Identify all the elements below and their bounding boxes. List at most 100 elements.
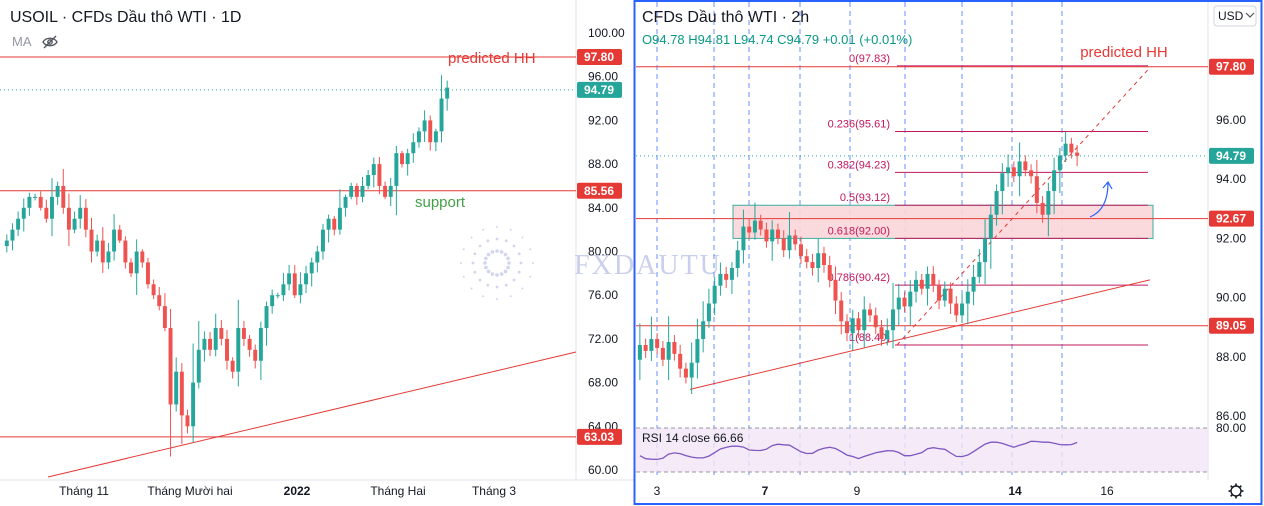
left-candle <box>349 185 354 197</box>
watermark-dot <box>496 226 498 228</box>
right-fib-label: 1(88.40) <box>849 332 890 344</box>
left-candle <box>168 327 173 405</box>
right-candle <box>798 244 803 257</box>
right-candle <box>649 339 654 351</box>
right-candle <box>637 344 642 360</box>
right-candle <box>960 303 965 316</box>
right-candle <box>821 253 826 266</box>
left-candle <box>264 306 269 328</box>
left-candle <box>61 185 66 208</box>
right-price-tag-text: 89.05 <box>1216 319 1246 333</box>
right-price-tick: 94.00 <box>1216 172 1246 186</box>
left-candle <box>230 360 235 372</box>
watermark-dot <box>509 295 512 298</box>
watermark-dot <box>504 283 508 287</box>
left-candle <box>129 262 134 274</box>
left-trendline <box>47 351 577 478</box>
left-candle <box>360 185 365 197</box>
left-candle <box>320 229 325 252</box>
left-candle <box>112 229 117 252</box>
watermark-dot <box>473 252 477 256</box>
watermark-dot <box>483 261 487 265</box>
right-fib-label: 0.786(90.42) <box>828 272 890 284</box>
right-price-tag <box>1209 147 1254 164</box>
right-candle <box>718 273 723 286</box>
right-candle <box>672 342 677 354</box>
left-candle <box>281 284 286 296</box>
left-candle <box>16 218 21 230</box>
left-price-tag-text: 97.80 <box>584 50 614 64</box>
right-candle <box>983 238 988 263</box>
right-price-tag <box>1209 58 1254 75</box>
left-candle <box>309 262 314 274</box>
left-candle <box>433 131 438 143</box>
left-candle <box>44 207 49 219</box>
right-symbol-title: CFDs Dầu thô WTI · 2h <box>642 9 809 26</box>
left-candle <box>78 207 83 219</box>
right-candle <box>775 229 780 239</box>
right-price-tick: 86.00 <box>1216 409 1246 423</box>
right-candle <box>712 285 717 304</box>
right-candle <box>735 250 740 268</box>
right-candle <box>804 256 809 263</box>
right-candle <box>914 279 919 292</box>
left-time-label: 2022 <box>284 484 311 498</box>
left-candle <box>287 273 292 285</box>
right-candle <box>706 303 711 322</box>
right-candle <box>994 191 999 215</box>
right-candle <box>988 214 993 239</box>
left-candle <box>400 153 404 165</box>
right-candle <box>643 344 648 351</box>
left-candle <box>38 196 43 208</box>
left-price-tag-94-79 <box>577 81 622 98</box>
right-candle <box>833 279 838 301</box>
left-candle <box>145 262 150 285</box>
right-candle <box>770 229 775 242</box>
watermark-text: FXDAUTU <box>574 250 722 281</box>
watermark-dot <box>521 287 524 290</box>
rsi-line <box>639 440 1078 461</box>
left-candle <box>411 142 416 154</box>
left-candle <box>157 295 162 307</box>
left-candle <box>343 196 348 208</box>
left-candle <box>21 207 26 219</box>
right-candle <box>1046 191 1051 215</box>
right-fib-label: 0.618(92.00) <box>828 225 890 237</box>
right-candle <box>701 321 706 340</box>
right-candle <box>891 309 896 331</box>
right-time-label: 16 <box>1100 484 1114 498</box>
left-price-tag-text: 94.79 <box>584 83 614 97</box>
right-candle <box>942 288 947 301</box>
watermark-dot <box>532 262 534 264</box>
left-support-label: support <box>415 194 466 211</box>
watermark-dot <box>471 261 475 265</box>
right-price-tick: 88.00 <box>1216 350 1246 364</box>
right-candle <box>1011 167 1016 177</box>
left-candle <box>377 164 382 186</box>
right-projection-line <box>896 69 1149 346</box>
right-demand-zone <box>732 204 1154 239</box>
left-price-tag-97-80 <box>577 49 622 66</box>
watermark-dot <box>470 287 473 290</box>
left-candle <box>185 415 190 427</box>
watermark-dot <box>490 272 495 276</box>
left-candle <box>258 327 263 361</box>
right-candle <box>1029 170 1034 177</box>
right-candle <box>695 339 700 363</box>
right-candle <box>839 300 844 322</box>
right-candle <box>954 303 959 316</box>
right-price-tag <box>1209 210 1254 227</box>
left-candle <box>422 120 427 132</box>
watermark-dot <box>521 236 524 239</box>
left-price-tag-text: 85.56 <box>584 184 614 198</box>
right-fib-label: 0(97.83) <box>849 53 890 65</box>
right-fib-label: 0.236(95.61) <box>828 119 890 131</box>
right-candle <box>752 220 757 233</box>
watermark-dot <box>470 236 473 239</box>
right-candle <box>971 276 976 292</box>
watermark-dot <box>499 272 504 276</box>
left-candle <box>123 240 128 263</box>
left-price-tick: 92.00 <box>588 113 618 127</box>
left-candle <box>236 327 241 372</box>
left-candle <box>4 240 9 247</box>
